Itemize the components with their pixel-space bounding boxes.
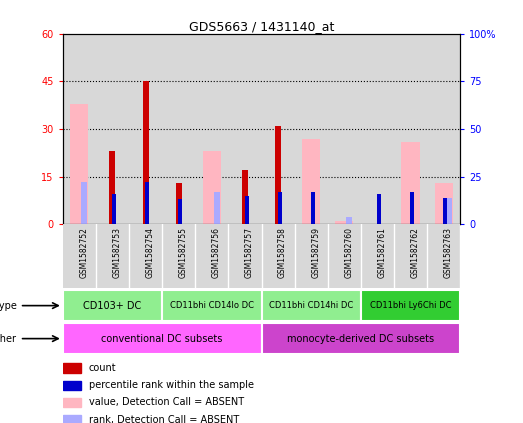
Bar <box>262 290 361 321</box>
Text: percentile rank within the sample: percentile rank within the sample <box>88 380 254 390</box>
Bar <box>294 224 328 288</box>
Text: GSM1582754: GSM1582754 <box>145 228 155 278</box>
Text: rank, Detection Call = ABSENT: rank, Detection Call = ABSENT <box>88 415 239 423</box>
Bar <box>145 182 149 224</box>
Text: GSM1582757: GSM1582757 <box>245 228 254 278</box>
Bar <box>394 34 427 224</box>
Text: GSM1582763: GSM1582763 <box>444 228 453 278</box>
Bar <box>294 34 328 224</box>
Bar <box>176 183 181 224</box>
Bar <box>245 196 248 224</box>
Bar <box>402 142 419 224</box>
Bar <box>129 224 162 288</box>
Text: GSM1582752: GSM1582752 <box>79 228 88 278</box>
Text: GSM1582755: GSM1582755 <box>179 228 188 278</box>
Bar <box>394 224 427 288</box>
Bar <box>427 224 460 288</box>
Bar <box>129 34 162 224</box>
Bar <box>346 217 353 224</box>
Bar <box>229 224 262 288</box>
Bar <box>63 363 81 373</box>
Bar <box>328 224 361 288</box>
Bar <box>262 34 294 224</box>
Bar <box>143 81 149 224</box>
Text: GSM1582753: GSM1582753 <box>112 228 121 278</box>
Text: CD103+ DC: CD103+ DC <box>83 301 142 310</box>
Bar <box>435 183 453 224</box>
Text: CD11bhi CD14hi DC: CD11bhi CD14hi DC <box>269 301 354 310</box>
Bar <box>302 139 320 224</box>
Bar <box>361 224 394 288</box>
Bar <box>96 34 129 224</box>
Bar <box>63 415 81 423</box>
Bar <box>112 194 116 224</box>
Text: value, Detection Call = ABSENT: value, Detection Call = ABSENT <box>88 398 244 407</box>
Bar <box>63 398 81 407</box>
Text: CD11bhi CD14lo DC: CD11bhi CD14lo DC <box>170 301 254 310</box>
Bar <box>63 290 162 321</box>
Title: GDS5663 / 1431140_at: GDS5663 / 1431140_at <box>189 20 334 33</box>
Bar <box>162 34 195 224</box>
Text: conventional DC subsets: conventional DC subsets <box>101 334 223 343</box>
Text: GSM1582758: GSM1582758 <box>278 228 287 278</box>
Bar <box>96 224 129 288</box>
Bar <box>444 198 447 224</box>
Bar <box>195 224 229 288</box>
Bar <box>262 224 294 288</box>
Bar <box>70 104 88 224</box>
Bar <box>63 381 81 390</box>
Bar <box>335 221 354 224</box>
Text: GSM1582761: GSM1582761 <box>378 228 386 278</box>
Bar <box>109 151 116 224</box>
Bar <box>328 34 361 224</box>
Bar <box>229 34 262 224</box>
Bar <box>262 323 460 354</box>
Bar <box>81 182 87 224</box>
Bar <box>242 170 248 224</box>
Bar <box>178 200 183 224</box>
Bar <box>361 290 460 321</box>
Bar <box>278 192 282 224</box>
Bar <box>162 224 195 288</box>
Text: CD11bhi Ly6Chi DC: CD11bhi Ly6Chi DC <box>370 301 451 310</box>
Text: monocyte-derived DC subsets: monocyte-derived DC subsets <box>287 334 435 343</box>
Bar <box>195 34 229 224</box>
Bar <box>446 198 452 224</box>
Text: GSM1582762: GSM1582762 <box>411 228 419 278</box>
Bar <box>162 290 262 321</box>
Bar <box>63 34 96 224</box>
Bar <box>377 194 381 224</box>
Text: GSM1582756: GSM1582756 <box>212 228 221 278</box>
Bar <box>311 192 315 224</box>
Bar <box>63 224 96 288</box>
Text: GSM1582760: GSM1582760 <box>344 228 354 278</box>
Bar <box>275 126 281 224</box>
Text: cell type: cell type <box>0 301 16 310</box>
Text: other: other <box>0 334 16 343</box>
Text: count: count <box>88 363 116 373</box>
Bar <box>361 34 394 224</box>
Bar <box>214 192 220 224</box>
Text: GSM1582759: GSM1582759 <box>311 228 320 278</box>
Bar <box>427 34 460 224</box>
Bar <box>410 192 414 224</box>
Bar <box>63 323 262 354</box>
Bar <box>203 151 221 224</box>
